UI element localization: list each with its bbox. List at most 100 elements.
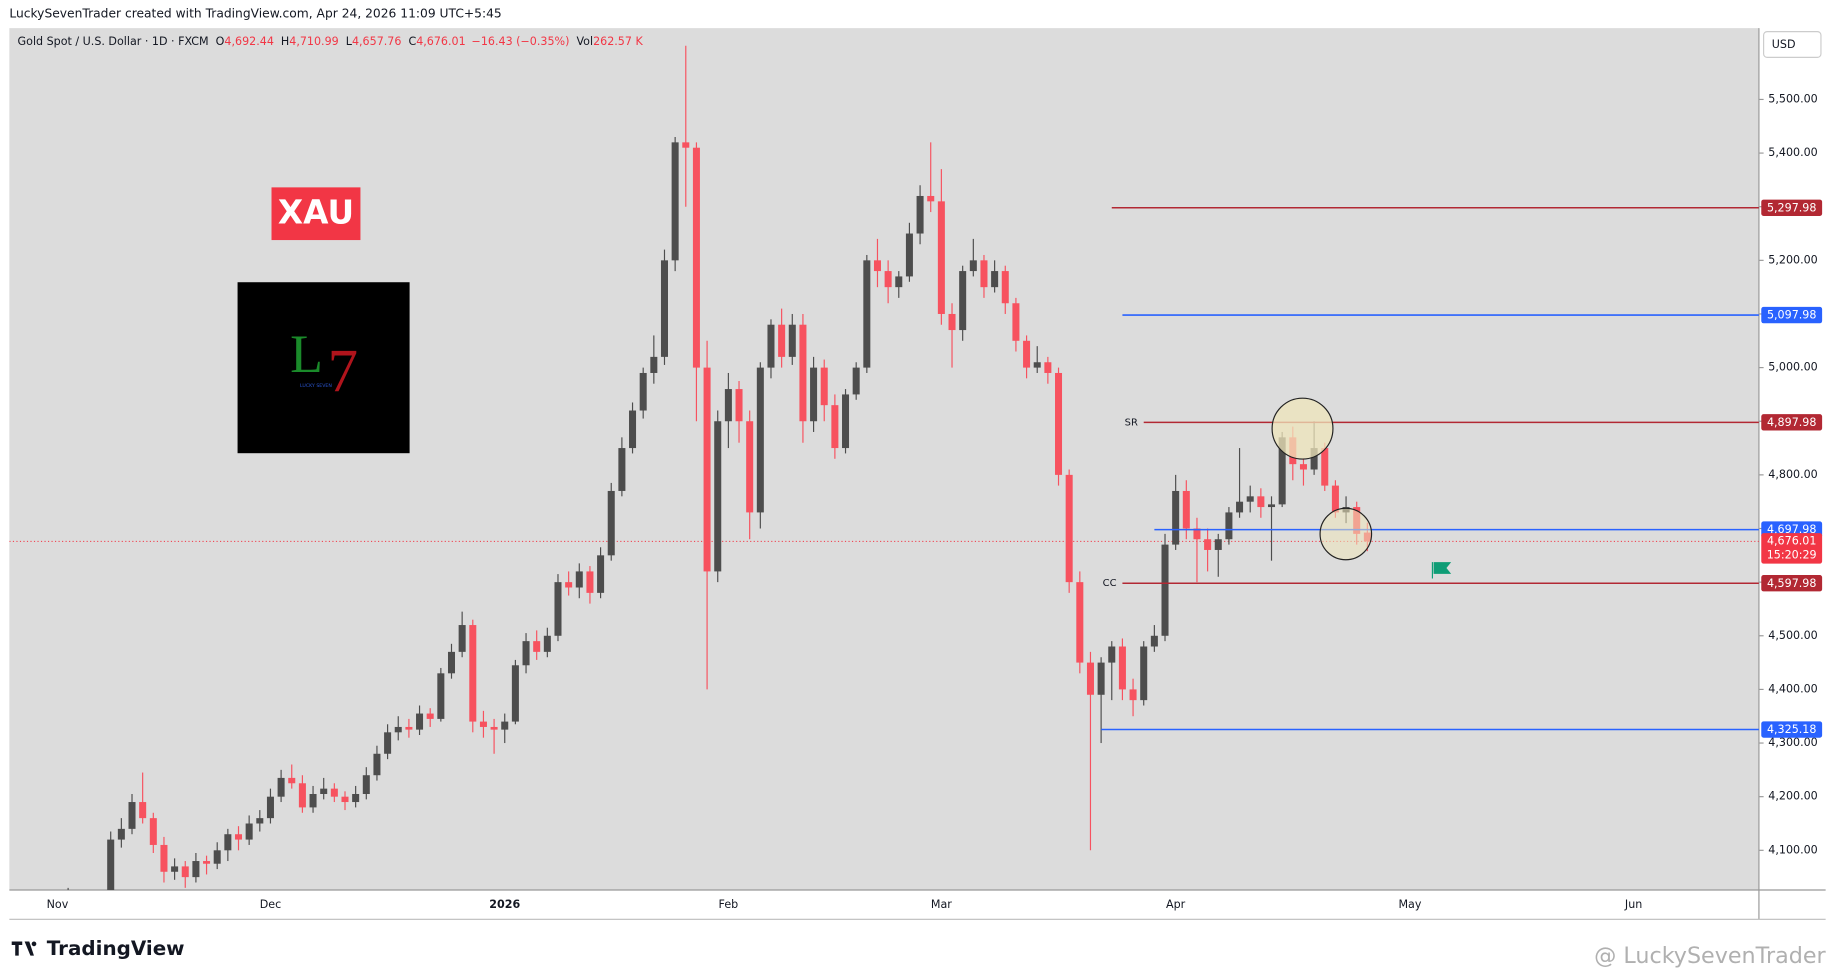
candle-body [959, 271, 967, 331]
candle-body [543, 635, 551, 652]
y-tick-label: 5,500.00 [1768, 92, 1817, 105]
candle-body [426, 713, 434, 719]
candle-body [447, 651, 456, 674]
candle-body [905, 233, 913, 277]
candle-body [852, 367, 860, 395]
ohlc-key: H [281, 35, 289, 48]
candle-body [916, 195, 924, 234]
candle-body [1278, 437, 1286, 505]
ohlc-value: 4,710.99 [289, 35, 338, 48]
candle-body [298, 783, 306, 808]
candle-body [937, 201, 945, 314]
candle-body [394, 726, 402, 733]
x-tick-label: Feb [719, 898, 739, 911]
candle-body [778, 324, 786, 357]
vol-key: Vol [576, 35, 593, 48]
candle-body [522, 641, 530, 666]
candle-body [139, 802, 147, 819]
highlight-circle [1271, 397, 1334, 460]
ohlc-key: C [408, 35, 416, 48]
candle-body [1097, 662, 1105, 695]
y-tick-label: 4,500.00 [1768, 629, 1817, 642]
candle-body [1214, 539, 1222, 550]
candle-body [1331, 485, 1339, 513]
candle-body [469, 625, 477, 722]
candle-body [1236, 501, 1244, 513]
candle-body [1001, 271, 1009, 304]
candle-body [565, 582, 573, 588]
candle-body [767, 324, 775, 368]
level-tag [1761, 414, 1823, 431]
plot-area [9, 28, 1759, 890]
ohlc-key: L [346, 35, 353, 48]
change: −16.43 (−0.35%) [472, 35, 570, 48]
candle-body [1182, 490, 1190, 529]
candle-body [927, 195, 935, 202]
level-tag-label: 5,097.98 [1767, 309, 1816, 322]
candle-body [724, 389, 732, 422]
candle-body [1118, 646, 1126, 690]
candle-body [586, 571, 594, 593]
level-tag [1761, 306, 1823, 324]
vol: 262.57 K [593, 35, 643, 48]
candle-body [607, 490, 615, 556]
candle-body [756, 367, 764, 513]
countdown: 15:20:29 [1767, 548, 1817, 561]
candle-body [575, 571, 583, 588]
candle-body [1055, 372, 1063, 475]
ohlc-value: 4,692.44 [224, 35, 273, 48]
candle-body [1172, 490, 1180, 545]
candle-body [1246, 496, 1254, 502]
candle-body [884, 271, 892, 288]
candle-body [405, 726, 413, 730]
currency-box[interactable] [1763, 31, 1822, 58]
last-price-tag [1761, 533, 1823, 564]
logo-tag: LUCKY SEVEN [300, 383, 332, 389]
y-tick-label: 4,800.00 [1768, 468, 1817, 481]
candle-body [1023, 340, 1031, 368]
flag [1433, 562, 1452, 574]
candle-body [895, 276, 903, 288]
y-tick-label: 4,200.00 [1768, 790, 1817, 803]
candle-body [107, 839, 115, 890]
x-tick-label: 2026 [489, 898, 520, 911]
tradingview-logo [11, 941, 37, 956]
y-tick-label: 5,200.00 [1768, 253, 1817, 266]
candle-body [660, 260, 668, 357]
level-tag [1761, 199, 1823, 216]
candle-body [735, 389, 743, 422]
candle-body [1299, 464, 1307, 470]
level-text: SR [1125, 417, 1138, 428]
candle-body [245, 823, 253, 840]
candle-body [1161, 544, 1169, 636]
candle-body [842, 394, 850, 449]
candle-body [362, 775, 370, 794]
candle-body [203, 861, 211, 864]
candle-body [213, 850, 221, 864]
candle-body [234, 834, 243, 840]
candle-body [277, 777, 285, 797]
candle-body [384, 732, 392, 754]
x-tick-label: Dec [260, 898, 281, 911]
candle-body [639, 372, 647, 411]
candle-body [831, 405, 839, 449]
candle-body [192, 861, 200, 878]
candle-body [991, 271, 999, 288]
x-tick-label: Jun [1624, 898, 1642, 911]
candle-body [1150, 635, 1158, 647]
level-tag-label: 4,325.18 [1767, 723, 1816, 736]
candle-body [373, 753, 381, 776]
candle-body [266, 796, 274, 819]
candle-body [490, 726, 498, 730]
candle-body [309, 793, 317, 808]
candle-body [128, 802, 136, 829]
candle-body [597, 555, 605, 593]
ohlc-key: O [216, 35, 225, 48]
last-price-label: 4,676.01 [1767, 534, 1816, 547]
candle-body [117, 828, 125, 840]
candle-body [352, 793, 360, 803]
y-tick-label: 4,100.00 [1768, 843, 1817, 856]
candle-body [288, 777, 296, 784]
candle-body [511, 665, 519, 722]
